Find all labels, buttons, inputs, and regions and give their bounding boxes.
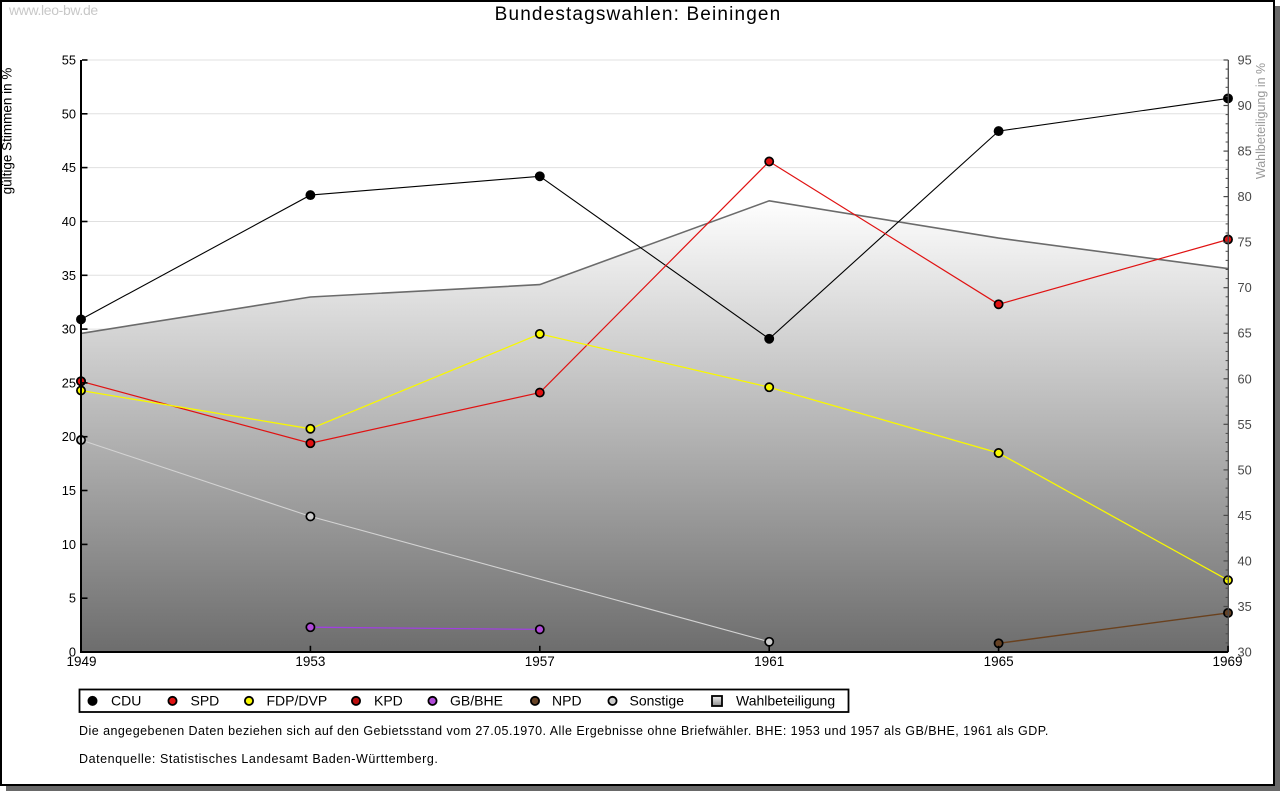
svg-text:Wahlbeteiligung: Wahlbeteiligung [736, 693, 835, 709]
svg-text:55: 55 [62, 53, 76, 68]
svg-text:15: 15 [62, 483, 76, 498]
svg-text:45: 45 [62, 160, 76, 175]
svg-text:Wahlbeteiligung in %: Wahlbeteiligung in % [1254, 63, 1268, 179]
svg-text:www.leo-bw.de: www.leo-bw.de [8, 2, 98, 18]
svg-text:Sonstige: Sonstige [630, 693, 685, 709]
svg-text:45: 45 [1238, 508, 1252, 523]
svg-text:1949: 1949 [66, 654, 96, 669]
svg-text:5: 5 [69, 591, 76, 606]
svg-text:GB/BHE: GB/BHE [450, 693, 503, 709]
svg-text:25: 25 [62, 375, 76, 390]
svg-text:1969: 1969 [1212, 654, 1242, 669]
svg-text:40: 40 [1238, 553, 1252, 568]
svg-text:40: 40 [62, 214, 76, 229]
svg-text:NPD: NPD [552, 693, 582, 709]
svg-text:90: 90 [1238, 98, 1252, 113]
svg-text:35: 35 [1238, 599, 1252, 614]
svg-text:35: 35 [62, 268, 76, 283]
svg-text:85: 85 [1238, 144, 1252, 159]
svg-text:50: 50 [1238, 462, 1252, 477]
svg-text:1965: 1965 [984, 654, 1014, 669]
svg-text:1961: 1961 [754, 654, 784, 669]
svg-text:10: 10 [62, 537, 76, 552]
svg-text:50: 50 [62, 106, 76, 121]
svg-text:70: 70 [1238, 280, 1252, 295]
svg-text:30: 30 [1238, 645, 1252, 660]
svg-text:80: 80 [1238, 189, 1252, 204]
svg-text:0: 0 [69, 645, 76, 660]
svg-text:1953: 1953 [295, 654, 325, 669]
svg-text:CDU: CDU [111, 693, 141, 709]
svg-text:1957: 1957 [525, 654, 555, 669]
svg-text:60: 60 [1238, 371, 1252, 386]
svg-text:20: 20 [62, 429, 76, 444]
svg-text:Datenquelle: Statistisches Lan: Datenquelle: Statistisches Landesamt Bad… [79, 752, 438, 766]
svg-text:30: 30 [62, 322, 76, 337]
svg-text:FDP/DVP: FDP/DVP [267, 693, 328, 709]
svg-text:Die angegebenen Daten beziehen: Die angegebenen Daten beziehen sich auf … [79, 724, 1049, 738]
svg-text:75: 75 [1238, 235, 1252, 250]
svg-text:KPD: KPD [374, 693, 403, 709]
svg-text:gültige Stimmen in %: gültige Stimmen in % [0, 68, 15, 195]
svg-text:SPD: SPD [191, 693, 220, 709]
svg-text:Bundestagswahlen: Beiningen: Bundestagswahlen: Beiningen [495, 4, 782, 25]
svg-text:55: 55 [1238, 417, 1252, 432]
svg-text:65: 65 [1238, 326, 1252, 341]
svg-text:95: 95 [1238, 53, 1252, 68]
